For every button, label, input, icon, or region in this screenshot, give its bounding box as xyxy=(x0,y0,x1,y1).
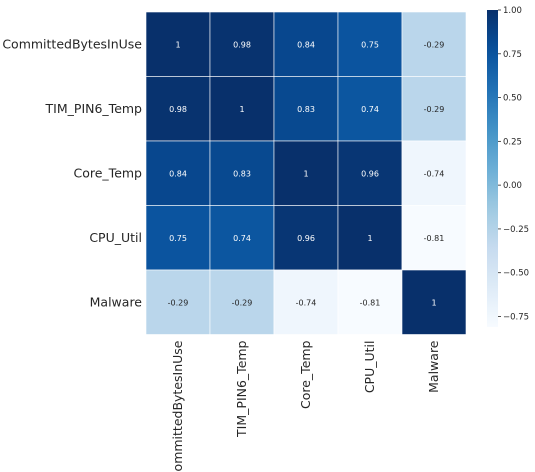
heatmap-cell xyxy=(145,11,211,77)
cell-value-label: 0.96 xyxy=(361,169,379,178)
heatmap-cell xyxy=(337,205,403,271)
row-label: Core_Temp xyxy=(74,165,143,180)
cell-value-label: -0.29 xyxy=(232,298,253,307)
column-labels: CommittedBytesInUse TIM_PIN6_Temp Core_Tem… xyxy=(170,340,441,472)
colorbar-tick-label: −0.75 xyxy=(503,312,529,322)
row-label: TIM_PIN6_Temp xyxy=(45,101,143,116)
heatmap-cell xyxy=(145,205,211,271)
cell-value-label: 0.74 xyxy=(361,105,379,114)
heatmap-cell xyxy=(401,269,467,335)
column-label: Malware xyxy=(426,340,441,393)
colorbar-tick-label: −0.25 xyxy=(503,225,529,235)
colorbar: 1.00 0.75 0.50 0.25 0.00 −0.25 −0.50 −0.75 xyxy=(487,6,529,327)
cell-value-label: -0.81 xyxy=(424,234,445,243)
cell-value-label: 0.75 xyxy=(169,234,187,243)
cell-value-label: -0.29 xyxy=(168,298,189,307)
cell-value-label: 1 xyxy=(303,169,308,178)
row-label: Malware xyxy=(90,294,143,309)
heatmap-cell xyxy=(209,205,275,271)
cell-value-label: 0.96 xyxy=(297,234,315,243)
heatmap-cell xyxy=(273,269,339,335)
heatmap-cell xyxy=(273,205,339,271)
heatmap-cell xyxy=(273,140,339,206)
row-labels: CommittedBytesInUse TIM_PIN6_Temp Core_Tem… xyxy=(2,36,142,309)
colorbar-gradient xyxy=(487,10,498,327)
colorbar-tick-label: 0.25 xyxy=(503,137,522,147)
cell-value-label: 1 xyxy=(367,234,372,243)
cell-value-label: 1 xyxy=(431,298,436,307)
column-label: TIM_PIN6_Temp xyxy=(234,340,249,438)
cell-value-label: 1 xyxy=(175,40,180,49)
cell-value-label: 1 xyxy=(239,105,244,114)
heatmap-cell xyxy=(337,140,403,206)
heatmap-cell xyxy=(401,76,467,142)
cell-value-label: 0.83 xyxy=(233,169,251,178)
heatmap-cell xyxy=(401,11,467,77)
heatmap-cell xyxy=(145,76,211,142)
heatmap-cell xyxy=(401,140,467,206)
colorbar-tick-label: 0.50 xyxy=(503,94,522,104)
cell-value-label: -0.29 xyxy=(424,105,445,114)
row-label: CPU_Util xyxy=(89,230,142,245)
colorbar-tick-label: 0.75 xyxy=(503,50,522,60)
heatmap-cell xyxy=(209,140,275,206)
heatmap-cell xyxy=(273,11,339,77)
cell-value-label: -0.81 xyxy=(360,298,381,307)
heatmap-cell xyxy=(209,269,275,335)
cell-value-label: 0.84 xyxy=(297,40,315,49)
cell-value-label: -0.74 xyxy=(424,169,445,178)
cell-value-label: 0.74 xyxy=(233,234,251,243)
cell-value-label: 0.98 xyxy=(233,40,251,49)
colorbar-tick-label: 0.00 xyxy=(503,181,522,191)
row-label: CommittedBytesInUse xyxy=(2,36,142,51)
heatmap-cell xyxy=(273,76,339,142)
cell-value-label: 0.84 xyxy=(169,169,187,178)
colorbar-tick-label: 1.00 xyxy=(503,6,522,16)
heatmap-cell xyxy=(337,11,403,77)
cell-value-label: 0.75 xyxy=(361,40,379,49)
heatmap-cell xyxy=(209,11,275,77)
column-label: CPU_Util xyxy=(362,341,377,394)
cell-value-label: -0.29 xyxy=(424,40,445,49)
heatmap-cell-labels: 1 0.98 0.84 0.75 -0.29 0.98 1 0.83 0.74 -0.29 0.84… xyxy=(168,40,445,307)
column-label: CommittedBytesInUse xyxy=(170,340,185,472)
cell-value-label: 0.98 xyxy=(169,105,187,114)
heatmap-cell xyxy=(145,269,211,335)
heatmap-cell xyxy=(401,205,467,271)
heatmap-cells xyxy=(145,11,467,335)
cell-value-label: 0.83 xyxy=(297,105,315,114)
colorbar-tick-label: −0.50 xyxy=(503,269,529,279)
cell-value-label: -0.74 xyxy=(296,298,317,307)
column-label: Core_Temp xyxy=(298,340,313,409)
